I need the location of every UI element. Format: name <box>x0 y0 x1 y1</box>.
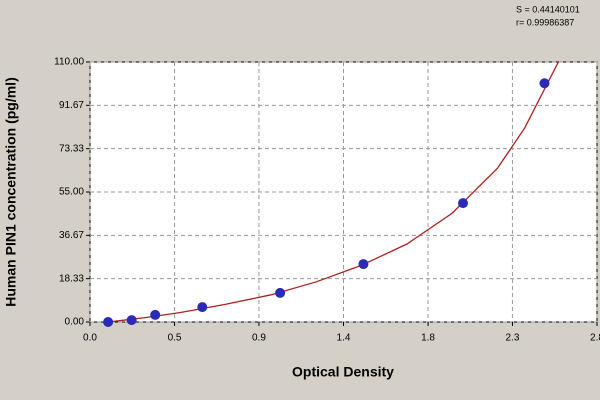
y-tick-label: 55.00 <box>59 187 84 198</box>
data-point <box>458 198 469 209</box>
data-point <box>126 315 137 326</box>
y-tick-label: 91.67 <box>59 100 84 111</box>
x-tick-label: 2.3 <box>505 333 519 344</box>
x-tick-label: 0.5 <box>168 333 182 344</box>
data-point <box>358 259 369 270</box>
y-tick-label: 18.33 <box>59 273 84 284</box>
x-tick-label: 0.9 <box>252 333 266 344</box>
x-axis-title: Optical Density <box>292 364 394 380</box>
data-point <box>103 317 114 327</box>
y-axis-title: Human PIN1 concentration (pg/ml) <box>3 77 19 306</box>
x-tick-label: 2.8 <box>590 333 600 344</box>
data-point <box>150 309 161 320</box>
data-point <box>197 302 208 313</box>
y-tick-label: 0.00 <box>65 317 85 328</box>
y-tick-label: 36.67 <box>59 230 84 241</box>
data-point <box>539 78 550 89</box>
annotation: r= 0.99986387 <box>516 17 574 27</box>
y-tick-label: 73.33 <box>59 143 84 154</box>
x-tick-label: 0.0 <box>83 333 97 344</box>
data-point <box>275 287 286 298</box>
x-tick-label: 1.4 <box>337 333 351 344</box>
x-tick-label: 1.8 <box>421 333 435 344</box>
annotation: S = 0.44140101 <box>516 4 580 14</box>
y-tick-label: 110.00 <box>54 57 84 68</box>
